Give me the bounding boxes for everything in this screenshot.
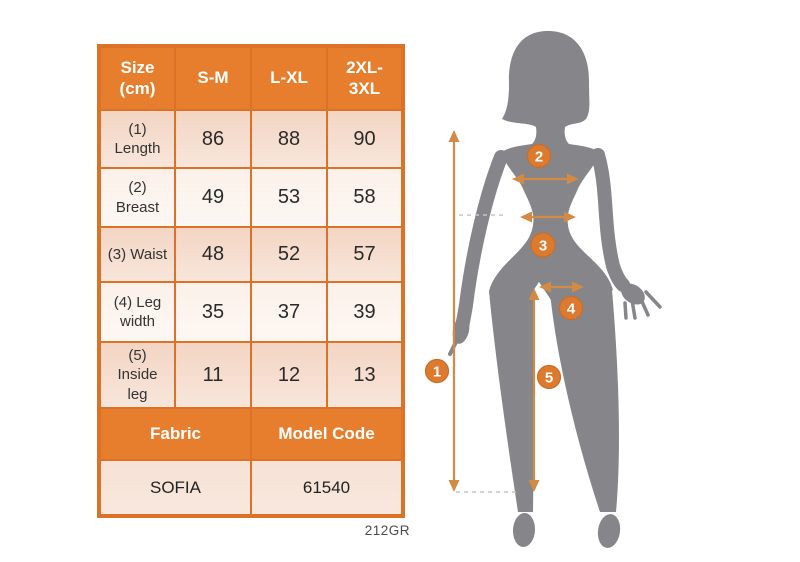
size-value-cell: 35 bbox=[174, 281, 252, 343]
silhouette-right-fingers bbox=[623, 290, 662, 320]
breast-arrow bbox=[512, 173, 579, 185]
size-value-cell: 37 bbox=[250, 281, 328, 343]
table-row-leg-width: (4) Leg width 35 37 39 bbox=[98, 281, 404, 343]
column-header-lxl: L-XL bbox=[250, 45, 328, 111]
size-value-cell: 86 bbox=[174, 109, 252, 169]
size-unit-header: Size (cm) bbox=[98, 45, 176, 111]
svg-text:5: 5 bbox=[545, 370, 553, 387]
model-code-header: Model Code bbox=[250, 407, 404, 461]
table-row-breast: (2) Breast 49 53 58 bbox=[98, 167, 404, 228]
silhouette-right-leg bbox=[550, 290, 619, 512]
marker-1: 1 bbox=[424, 358, 450, 384]
row-label-inside-leg: (5) Inside leg bbox=[98, 341, 176, 409]
meta-header-row: Fabric Model Code bbox=[98, 407, 404, 461]
silhouette-left-foot bbox=[512, 513, 536, 547]
table-row-waist: (3) Waist 48 52 57 bbox=[98, 226, 404, 283]
length-arrow bbox=[448, 130, 460, 492]
size-value-cell: 52 bbox=[250, 226, 328, 283]
table-row-length: (1) Length 86 88 90 bbox=[98, 109, 404, 169]
waist-arrow bbox=[520, 211, 576, 223]
size-value-cell: 48 bbox=[174, 226, 252, 283]
marker-2: 2 bbox=[526, 143, 552, 169]
row-label-length: (1) Length bbox=[98, 109, 176, 169]
row-label-waist: (3) Waist bbox=[98, 226, 176, 283]
svg-text:2: 2 bbox=[535, 149, 543, 166]
size-value-cell: 90 bbox=[326, 109, 404, 169]
silhouette-right-foot bbox=[597, 514, 621, 548]
size-value-cell: 11 bbox=[174, 341, 252, 409]
size-chart-header-row: Size (cm) S-M L-XL 2XL- 3XL bbox=[98, 45, 404, 111]
size-value-cell: 39 bbox=[326, 281, 404, 343]
size-value-cell: 53 bbox=[250, 167, 328, 228]
style-code-text: 212GR bbox=[364, 523, 410, 538]
leg-width-arrow bbox=[539, 281, 584, 293]
size-chart-table: Size (cm) S-M L-XL 2XL- 3XL (1) Length 8… bbox=[97, 44, 405, 518]
meta-value-row: SOFIA 61540 bbox=[98, 459, 404, 517]
row-label-leg-width: (4) Leg width bbox=[98, 281, 176, 343]
silhouette-left-leg bbox=[489, 289, 534, 512]
model-code-value: 61540 bbox=[250, 459, 404, 517]
row-label-breast: (2) Breast bbox=[98, 167, 176, 228]
column-header-sm: S-M bbox=[174, 45, 252, 111]
size-value-cell: 49 bbox=[174, 167, 252, 228]
column-header-2xl3xl: 2XL- 3XL bbox=[326, 45, 404, 111]
size-value-cell: 58 bbox=[326, 167, 404, 228]
svg-text:3: 3 bbox=[539, 238, 547, 255]
inside-leg-arrow bbox=[528, 288, 540, 492]
woman-silhouette bbox=[448, 31, 662, 548]
size-value-cell: 12 bbox=[250, 341, 328, 409]
marker-3: 3 bbox=[530, 232, 556, 258]
fabric-value: SOFIA bbox=[98, 459, 252, 517]
fabric-header: Fabric bbox=[98, 407, 252, 461]
table-row-inside-leg: (5) Inside leg 11 12 13 bbox=[98, 341, 404, 409]
silhouette-right-hand bbox=[621, 283, 645, 305]
silhouette-torso bbox=[489, 31, 613, 301]
size-value-cell: 57 bbox=[326, 226, 404, 283]
marker-5: 5 bbox=[536, 364, 562, 390]
svg-text:4: 4 bbox=[567, 301, 576, 318]
svg-text:1: 1 bbox=[433, 364, 441, 381]
size-value-cell: 13 bbox=[326, 341, 404, 409]
silhouette-right-arm bbox=[591, 148, 630, 292]
marker-4: 4 bbox=[558, 295, 584, 321]
measurement-figure: 1 2 3 4 5 bbox=[424, 31, 662, 548]
size-value-cell: 88 bbox=[250, 109, 328, 169]
